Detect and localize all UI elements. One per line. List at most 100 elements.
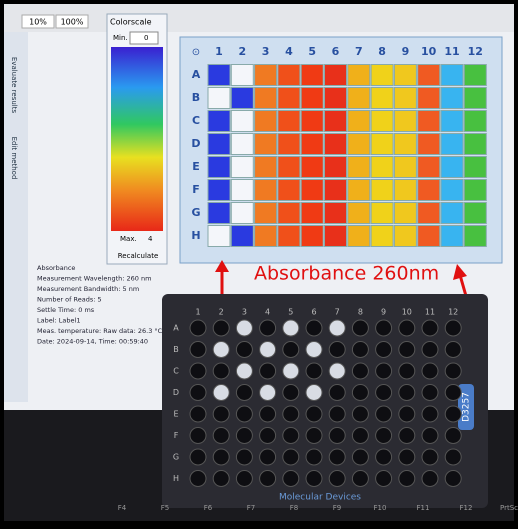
- well-cell: [370, 133, 394, 155]
- well-cell: [440, 179, 464, 201]
- well: [444, 405, 462, 423]
- well-cell: [463, 179, 487, 201]
- well: [305, 362, 323, 380]
- well: [212, 427, 230, 444]
- well: [305, 341, 323, 358]
- well-cell: [324, 156, 347, 178]
- well: [351, 470, 369, 487]
- well-cell: [324, 110, 347, 132]
- well: [328, 427, 346, 444]
- physical-plate: [162, 294, 488, 508]
- well: [375, 319, 393, 337]
- column-label: 4: [285, 45, 293, 58]
- well: [212, 405, 230, 423]
- well-cell: [277, 110, 301, 132]
- well: [398, 384, 416, 401]
- well-cell: [417, 64, 441, 86]
- well: [328, 405, 346, 423]
- well: [328, 341, 346, 358]
- well-cell: [300, 110, 324, 132]
- well-cell: [254, 87, 278, 109]
- column-label: 1: [215, 45, 223, 58]
- well: [351, 384, 369, 401]
- side-tabs: [4, 32, 28, 402]
- well-cell: [207, 64, 231, 86]
- well-cell: [254, 225, 278, 247]
- well-cell: [230, 64, 254, 86]
- well-cell: [300, 64, 324, 86]
- info-line: Meas. temperature: Raw data: 26.3 °C: [37, 327, 163, 335]
- well-cell: [440, 225, 464, 247]
- well: [398, 448, 416, 466]
- plate-column: 12: [448, 308, 458, 317]
- info-line: Measurement Wavelength: 260 nm: [37, 275, 151, 283]
- well-cell: [207, 110, 231, 132]
- well: [259, 427, 277, 444]
- well: [375, 448, 393, 466]
- plate-row: B: [173, 345, 179, 354]
- well: [375, 341, 393, 358]
- well: [259, 319, 277, 337]
- well-cell: [417, 87, 441, 109]
- well-cell: [230, 156, 254, 178]
- well-cell: [417, 225, 441, 247]
- plate-corner: ⊙: [192, 47, 200, 58]
- well: [235, 405, 253, 423]
- column-label: 6: [332, 45, 340, 58]
- well-cell: [207, 87, 231, 109]
- well-cell: [463, 202, 487, 224]
- row-label: C: [192, 114, 200, 127]
- well-cell: [347, 64, 371, 86]
- well-cell: [417, 133, 441, 155]
- well: [328, 448, 346, 466]
- row-label: F: [192, 183, 200, 196]
- well-cell: [324, 202, 347, 224]
- well: [189, 427, 207, 444]
- plate-row: G: [173, 453, 179, 462]
- well: [212, 470, 230, 487]
- zoom-button[interactable]: [55, 14, 89, 29]
- recalculate-button[interactable]: Recalculate: [118, 252, 159, 260]
- key-label: F6: [204, 504, 213, 512]
- well: [444, 427, 462, 444]
- well-cell: [230, 202, 254, 224]
- row-label: D: [191, 137, 200, 150]
- well: [421, 470, 439, 487]
- min-input[interactable]: [129, 31, 159, 45]
- well: [328, 362, 346, 380]
- well: [189, 448, 207, 466]
- well-cell: [347, 179, 371, 201]
- well-cell: [207, 179, 231, 201]
- info-line: Date: 2024-09-14, Time: 00:59:40: [37, 338, 148, 346]
- well: [235, 384, 253, 401]
- well-cell: [277, 87, 301, 109]
- well-cell: [370, 179, 394, 201]
- column-label: 7: [355, 45, 363, 58]
- well-cell: [393, 179, 417, 201]
- well: [235, 341, 253, 358]
- zoom-button[interactable]: [21, 14, 55, 29]
- column-label: 5: [308, 45, 316, 58]
- well: [282, 448, 300, 466]
- well-cell: [347, 133, 371, 155]
- well-cell: [324, 133, 347, 155]
- well-cell: [347, 156, 371, 178]
- column-label: 11: [444, 45, 459, 58]
- tab[interactable]: Evaluate results: [10, 57, 18, 114]
- well-cell: [393, 64, 417, 86]
- well: [212, 319, 230, 337]
- well: [398, 470, 416, 487]
- well-cell: [207, 156, 231, 178]
- well: [259, 384, 277, 401]
- well-cell: [277, 133, 301, 155]
- well-cell: [417, 202, 441, 224]
- tab[interactable]: Edit method: [10, 137, 18, 180]
- well-cell: [254, 64, 278, 86]
- well: [212, 341, 230, 358]
- well: [305, 405, 323, 423]
- plate-row: F: [174, 431, 179, 440]
- well: [421, 384, 439, 401]
- well-cell: [300, 225, 324, 247]
- well: [212, 384, 230, 401]
